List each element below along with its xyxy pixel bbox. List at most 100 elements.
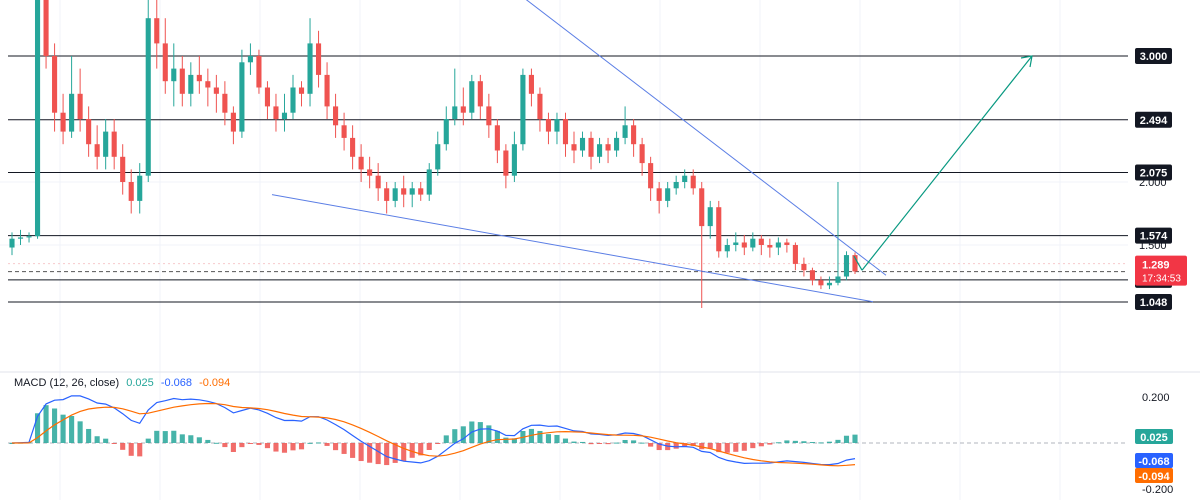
- macd-histogram-bar: [707, 443, 713, 449]
- candle-body: [94, 144, 100, 157]
- candle-body: [34, 0, 41, 237]
- macd-value-tag-bg: [1135, 468, 1173, 483]
- candle: [699, 182, 705, 308]
- candle-body: [307, 43, 313, 94]
- macd-histogram-bar: [614, 442, 620, 444]
- candle: [707, 200, 713, 239]
- candle-body: [784, 242, 790, 245]
- candle: [341, 112, 347, 151]
- macd-histogram-bar: [307, 442, 313, 444]
- macd-histogram-bar: [826, 441, 833, 443]
- candle: [545, 112, 552, 145]
- macd-signal-value: -0.094: [199, 377, 231, 389]
- candle-body: [222, 93, 228, 113]
- candle-body: [809, 270, 815, 281]
- arrow-head: [1020, 55, 1033, 68]
- candle-body: [52, 56, 58, 113]
- macd-histogram-bar: [86, 428, 92, 443]
- macd-histogram-bar: [631, 440, 637, 443]
- candle-body: [639, 144, 645, 164]
- macd-histogram-bar: [179, 434, 185, 443]
- arrow-shaft: [861, 55, 1033, 271]
- macd-histogram-bar: [545, 434, 552, 443]
- candle: [222, 81, 228, 126]
- candle-body: [716, 207, 722, 252]
- macd-histogram-bar: [605, 443, 611, 445]
- macd-histogram-bar: [94, 436, 100, 443]
- macd-value-tag-bg: [1135, 453, 1173, 468]
- candle-body: [367, 169, 373, 176]
- macd-histogram-bar: [741, 443, 747, 451]
- macd-histogram-bar: [213, 442, 219, 444]
- macd-histogram-bar: [324, 443, 330, 446]
- candle: [77, 68, 83, 132]
- macd-histogram-bar: [699, 443, 705, 450]
- macd-value-tag: -0.094: [1135, 468, 1173, 483]
- macd-histogram-bar: [690, 443, 696, 446]
- macd-histogram-bar: [205, 439, 211, 443]
- candle-body: [290, 87, 296, 113]
- macd-histogram-bar: [801, 441, 807, 443]
- candle-body: [452, 106, 458, 119]
- candle: [801, 257, 807, 277]
- macd-histogram-bar: [52, 408, 58, 443]
- candle: [409, 182, 415, 208]
- candle: [154, 0, 160, 69]
- candle-body: [699, 188, 705, 227]
- candle: [196, 56, 202, 94]
- candle: [86, 106, 92, 157]
- candle-body: [750, 238, 756, 248]
- macd-histogram-bar: [69, 415, 75, 443]
- macd-histogram-bar: [111, 443, 117, 444]
- macd-histogram-bar: [835, 439, 841, 443]
- candle: [239, 49, 245, 138]
- macd-histogram-bar: [673, 443, 679, 449]
- macd-histogram-bar: [315, 442, 322, 444]
- candle-body: [511, 144, 517, 176]
- candle-body: [767, 245, 773, 248]
- candle: [145, 0, 151, 182]
- candle-body: [503, 150, 509, 176]
- macd-histogram-bar: [341, 443, 347, 454]
- macd-value-tag-label: 0.025: [1140, 432, 1168, 444]
- macd-histogram-bar: [843, 435, 850, 443]
- candle: [588, 131, 594, 170]
- level-tag: 1.048: [1135, 293, 1172, 310]
- candle: [460, 87, 466, 126]
- candle-body: [375, 175, 381, 189]
- macd-histogram-bar: [103, 438, 109, 443]
- level-tag-label: 2.075: [1140, 168, 1168, 180]
- candle: [596, 137, 603, 164]
- candle-body: [460, 106, 466, 113]
- macd-histogram-bar: [137, 443, 143, 457]
- macd-histogram-bar: [401, 443, 407, 461]
- macd-value-tag: -0.068: [1135, 453, 1173, 468]
- macd-histogram-bar: [435, 443, 441, 444]
- candle-body: [86, 119, 92, 145]
- level-tag-bg: [1135, 293, 1172, 310]
- candle-body: [315, 43, 322, 75]
- candle-body: [69, 93, 75, 132]
- candle-body: [26, 236, 32, 238]
- level-tag-label: 2.494: [1140, 115, 1168, 127]
- macd-histogram-bar: [750, 443, 756, 449]
- candle: [520, 68, 526, 151]
- macd-histogram-bar: [733, 443, 739, 452]
- macd-value-tag: 0.025: [1135, 429, 1173, 444]
- candle: [298, 81, 305, 107]
- candle: [43, 0, 49, 69]
- candle-body: [137, 175, 143, 201]
- candle: [631, 119, 637, 157]
- macd-histogram-bar: [588, 443, 594, 445]
- candle-body: [384, 188, 390, 201]
- candle: [350, 125, 356, 170]
- macd-histogram-bar: [639, 442, 645, 444]
- macd-histogram-bar: [375, 443, 381, 465]
- macd-histogram-bar: [818, 442, 824, 444]
- candle: [273, 93, 279, 132]
- level-tag-bg: [1135, 111, 1172, 128]
- candle-body: [154, 18, 160, 44]
- macd-histogram-bar: [247, 443, 253, 444]
- candle-body: [77, 93, 83, 119]
